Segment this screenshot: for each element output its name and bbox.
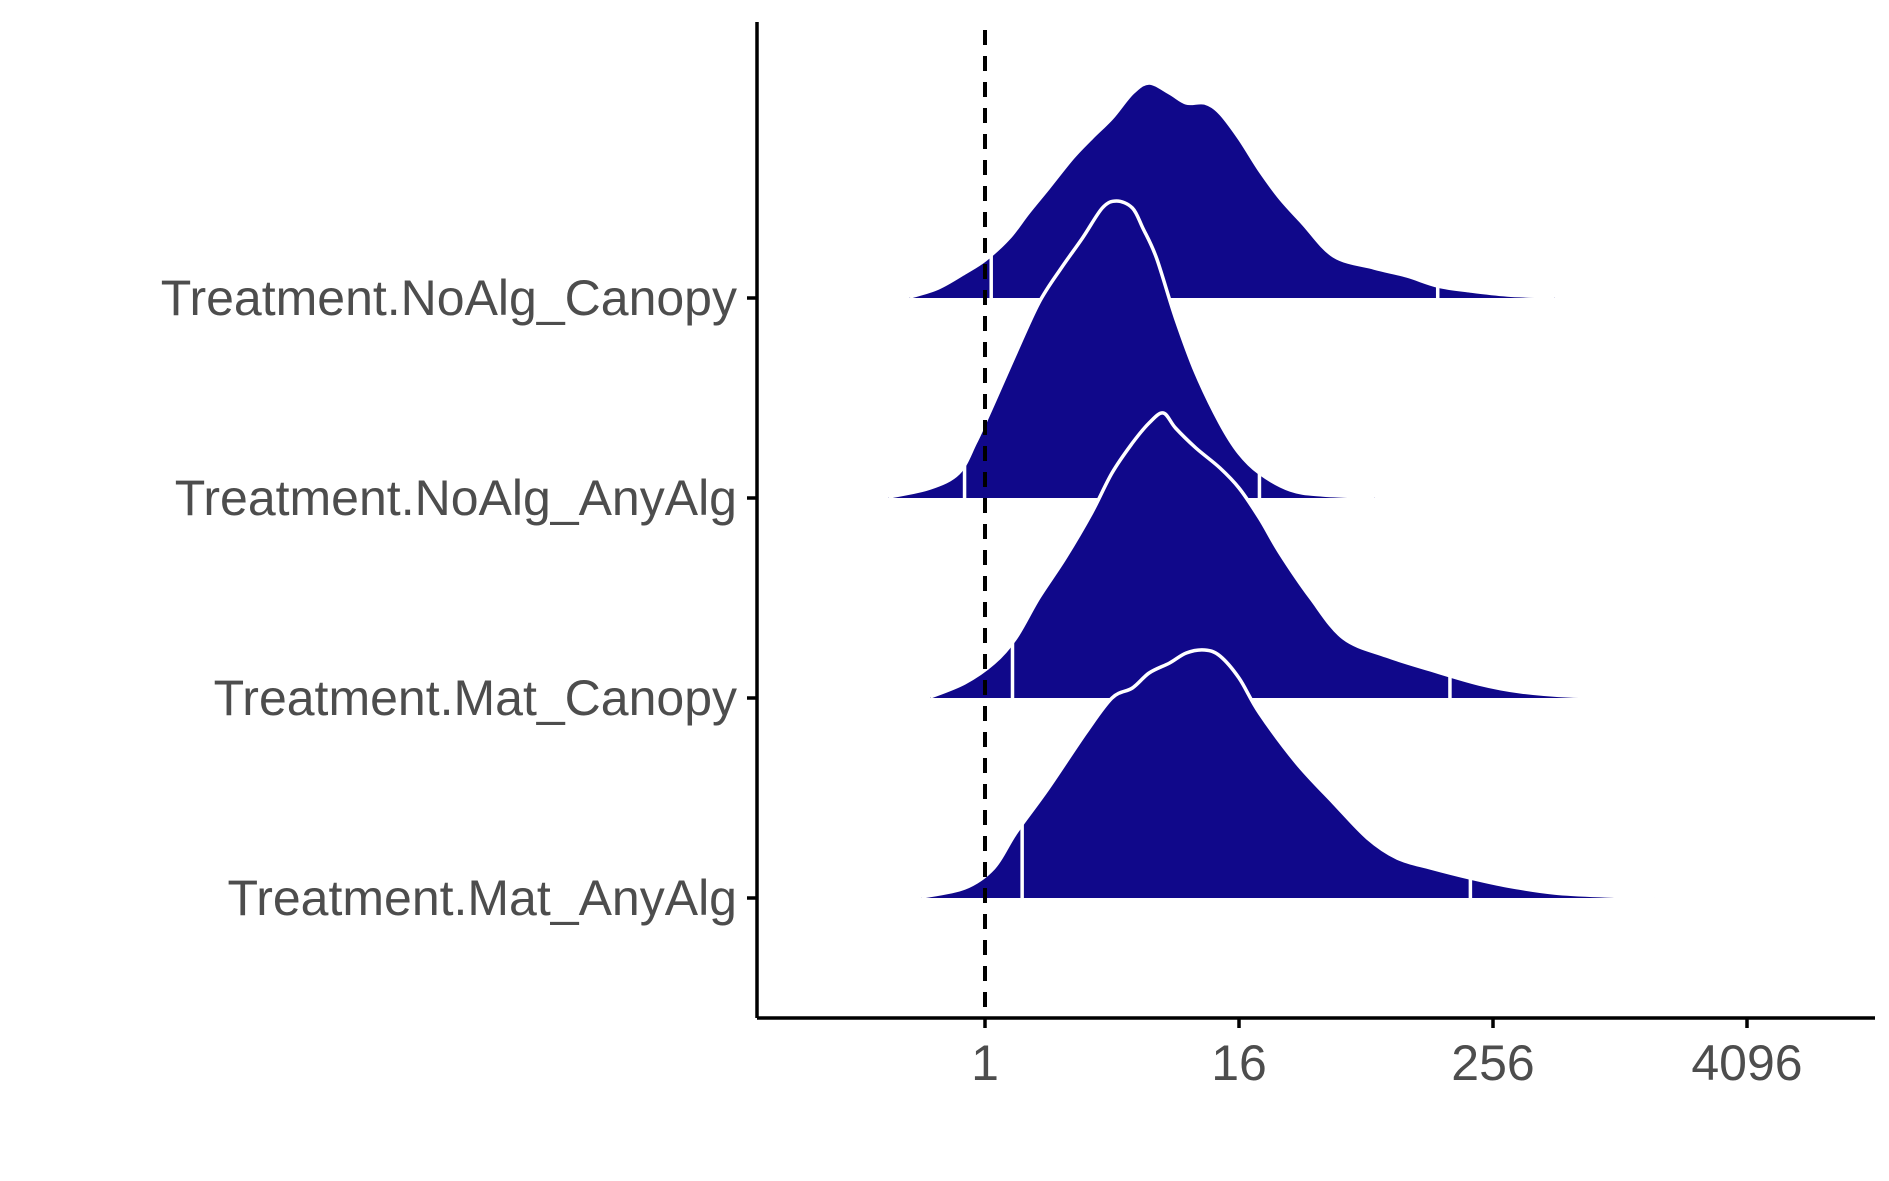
x-tick-label: 256	[1451, 1035, 1534, 1091]
ridge-3	[929, 411, 1702, 700]
ridge-fill	[888, 201, 1375, 498]
ridge-layer	[888, 81, 1702, 900]
x-axis-ticks: 1 16 256 4096	[971, 1018, 1803, 1091]
x-tick-label: 1	[971, 1035, 999, 1091]
ridge-4	[921, 648, 1656, 900]
x-tick-label: 4096	[1691, 1035, 1802, 1091]
ridge-fill	[930, 412, 1702, 698]
ridge-outline	[909, 81, 1555, 299]
ridge-fill	[921, 649, 1655, 898]
y-tick-label: Treatment.NoAlg_AnyAlg	[175, 470, 737, 526]
ridge-fill	[909, 83, 1555, 298]
ridge-outline	[929, 411, 1702, 700]
x-tick-label: 16	[1211, 1035, 1267, 1091]
y-tick-label: Treatment.Mat_Canopy	[214, 670, 737, 726]
y-tick-label: Treatment.Mat_AnyAlg	[228, 870, 737, 926]
ridge-1	[909, 81, 1555, 299]
y-axis-ticks: Treatment.NoAlg_Canopy Treatment.NoAlg_An…	[161, 270, 757, 926]
ridge-outline	[921, 648, 1656, 900]
y-tick-label: Treatment.NoAlg_Canopy	[161, 270, 737, 326]
